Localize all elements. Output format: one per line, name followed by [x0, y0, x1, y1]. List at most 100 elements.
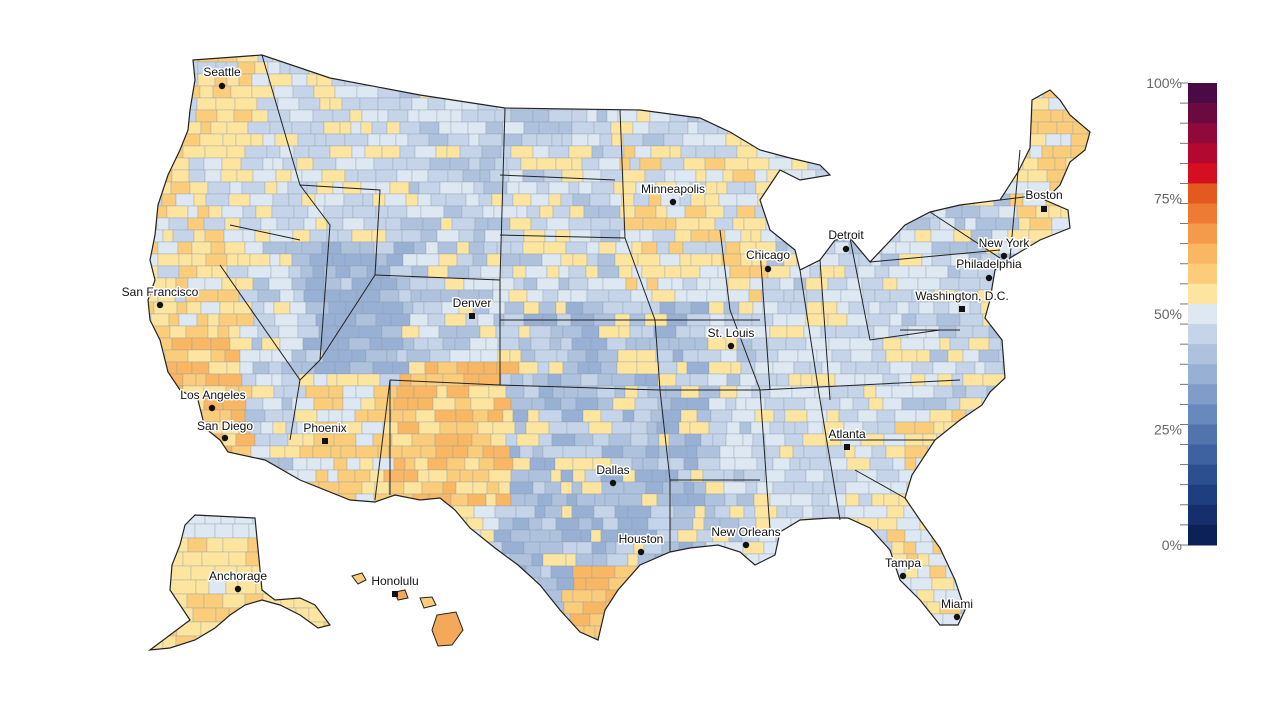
county-cell	[871, 493, 885, 507]
county-cell	[271, 349, 293, 363]
county-cell	[292, 85, 315, 99]
county-cell	[403, 481, 423, 495]
county-cell	[350, 121, 362, 135]
county-cell	[337, 229, 353, 243]
county-cell	[826, 409, 840, 423]
county-cell	[1061, 493, 1080, 507]
state-border	[759, 249, 771, 391]
county-cell	[636, 565, 661, 579]
county-cell	[521, 133, 538, 147]
county-cell	[1084, 637, 1090, 640]
county-cell	[870, 85, 882, 99]
county-cell	[396, 625, 409, 639]
county-cell	[507, 577, 520, 591]
county-cell	[836, 121, 849, 135]
county-cell	[952, 133, 975, 147]
county-cell	[1060, 445, 1079, 459]
county-cell	[1056, 541, 1074, 555]
county-cell	[657, 650, 675, 662]
county-cell	[598, 205, 621, 219]
county-cell	[375, 169, 398, 183]
county-cell	[413, 385, 438, 399]
county-cell	[422, 217, 442, 231]
county-cell	[384, 55, 408, 63]
county-cell	[834, 650, 857, 662]
county-cell	[686, 361, 710, 375]
county-cell	[565, 553, 577, 567]
county-cell	[751, 337, 769, 351]
county-cell	[711, 55, 735, 63]
county-cell	[439, 181, 463, 195]
county-cell	[1000, 589, 1018, 603]
county-cell	[956, 109, 970, 123]
county-cell	[945, 397, 961, 411]
county-cell	[770, 577, 790, 591]
county-cell	[965, 505, 977, 519]
county-cell	[697, 637, 713, 640]
county-cell	[458, 229, 475, 243]
county-cell	[984, 361, 1004, 375]
county-cell	[483, 181, 508, 195]
county-cell	[862, 289, 876, 303]
county-cell	[224, 217, 241, 231]
county-cell	[773, 409, 786, 423]
county-cell	[263, 301, 275, 315]
county-cell	[1081, 61, 1090, 75]
county-cell	[506, 181, 520, 195]
county-cell	[776, 505, 788, 519]
county-cell	[229, 181, 243, 195]
county-cell	[1089, 613, 1090, 627]
county-cell	[265, 523, 286, 539]
county-cell	[497, 337, 520, 351]
county-cell	[631, 457, 644, 471]
county-cell	[809, 457, 830, 471]
county-cell	[772, 601, 784, 615]
county-cell	[455, 409, 474, 423]
county-cell	[1015, 517, 1031, 531]
county-cell	[372, 529, 386, 543]
county-cell	[239, 325, 259, 339]
state-border	[299, 184, 381, 276]
county-cell	[594, 650, 609, 662]
county-cell	[569, 229, 592, 243]
county-cell	[600, 529, 619, 543]
county-cell	[577, 361, 590, 375]
county-cell	[806, 409, 828, 423]
county-cell	[291, 277, 307, 291]
county-cell	[236, 313, 255, 327]
county-cell	[531, 553, 544, 567]
legend-swatch	[1188, 464, 1217, 486]
county-cell	[985, 517, 1007, 531]
county-cell	[185, 649, 210, 650]
county-cell	[826, 529, 851, 543]
county-cell	[390, 61, 415, 75]
county-cell	[373, 385, 398, 399]
city-marker-san-francisco: San Francisco	[120, 284, 200, 309]
county-cell	[148, 529, 159, 543]
county-cell	[1097, 494, 1112, 506]
county-cell	[291, 253, 311, 267]
city-label: Los Angeles	[180, 388, 245, 402]
county-cell	[512, 409, 529, 423]
county-cell	[500, 637, 516, 640]
city-label: Chicago	[746, 248, 790, 262]
county-cell	[713, 601, 734, 615]
county-cell	[1034, 637, 1051, 640]
county-cell	[837, 97, 858, 111]
city-dot	[234, 585, 242, 593]
county-cell	[626, 97, 650, 111]
county-cell	[1085, 361, 1090, 375]
county-cell	[949, 469, 964, 483]
city-marker-new-york: New York	[977, 235, 1032, 260]
county-cell	[639, 229, 654, 243]
county-cell	[150, 515, 167, 525]
county-cell	[1009, 193, 1024, 207]
county-cell	[545, 73, 570, 87]
county-cell	[148, 457, 161, 471]
county-cell	[847, 73, 863, 87]
county-cell	[717, 121, 729, 135]
county-cell	[191, 337, 212, 351]
county-cell	[808, 625, 828, 639]
county-cell	[342, 397, 362, 411]
county-cell	[407, 133, 430, 147]
